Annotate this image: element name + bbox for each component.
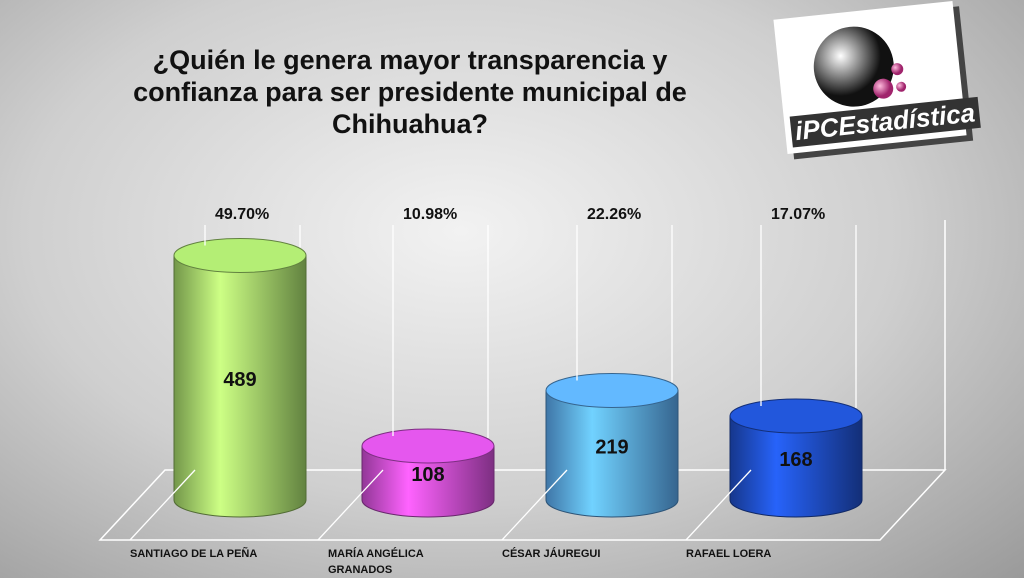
percent-label: 17.07% — [771, 206, 826, 223]
cylinder — [729, 415, 863, 518]
cylinder-top — [361, 428, 495, 464]
value-label: 489 — [223, 369, 256, 391]
chart-title: ¿Quién le genera mayor transparencia y c… — [133, 45, 687, 139]
cylinder-top — [729, 398, 863, 434]
x-tick-label: SANTIAGO DE LA PEÑA — [130, 548, 258, 560]
percent-label: 49.70% — [215, 206, 270, 223]
percent-label: 10.98% — [403, 206, 458, 223]
cylinder — [173, 255, 307, 518]
floor-divider — [501, 469, 568, 541]
cylinder — [545, 390, 679, 518]
x-tick-label: MARÍA ANGÉLICA GRANADOS — [328, 548, 424, 576]
x-tick-label: RAFAEL LOERA — [686, 548, 772, 560]
floor-divider — [685, 469, 752, 541]
floor-divider — [129, 469, 196, 541]
percent-label: 22.26% — [587, 206, 642, 223]
cylinder-top — [545, 373, 679, 408]
cylinder-top — [173, 238, 307, 273]
logo-graphic — [813, 26, 907, 107]
value-label: 168 — [779, 449, 812, 471]
value-label: 108 — [411, 464, 444, 486]
logo: iPCEstadística — [773, 0, 981, 155]
floor-divider — [317, 469, 384, 541]
x-tick-label: CÉSAR JÁUREGUI — [502, 548, 601, 560]
value-label: 219 — [595, 436, 628, 458]
cylinder — [361, 445, 495, 518]
